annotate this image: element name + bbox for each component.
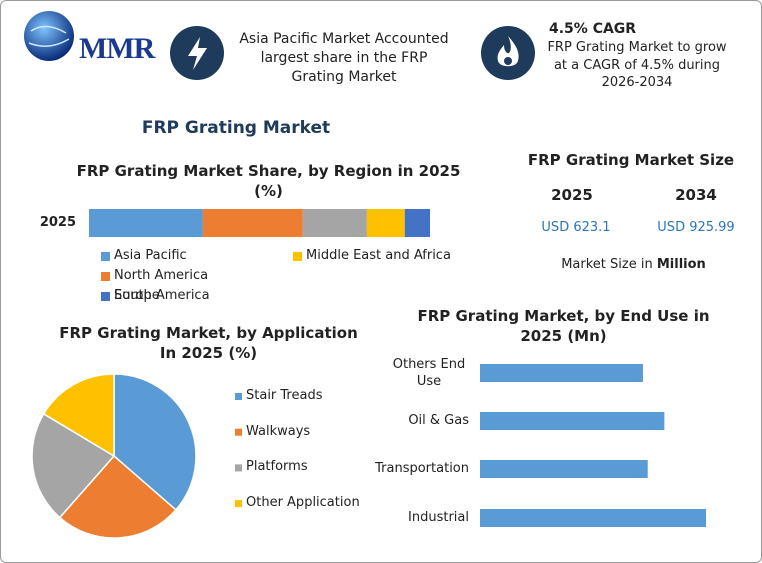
logo-globe: [24, 11, 74, 61]
legend-label: Europe: [114, 288, 160, 303]
pie-slice: [42, 373, 115, 458]
logo-lines: [28, 25, 70, 47]
legend-label: North America: [114, 268, 209, 283]
chart-title: FRP Grating Market Share, by Region in 2…: [76, 162, 461, 201]
bar-segment: [366, 209, 405, 237]
legend-label: South America: [114, 288, 210, 303]
bar-segment: [302, 209, 367, 237]
size-year: 2025: [551, 186, 593, 204]
main-title: FRP Grating Market: [141, 118, 331, 138]
chart-title: FRP Grating Market, by End Use in 2025 (…: [417, 307, 710, 346]
category-label: 2025: [39, 215, 76, 230]
bar: [480, 364, 643, 382]
category-label: Oil & Gas: [408, 413, 469, 428]
icon-flame-core: [504, 57, 512, 65]
size-year: 2034: [675, 186, 717, 204]
legend-swatch: [101, 272, 110, 281]
pie-slice: [31, 412, 116, 519]
size-title: FRP Grating Market Size: [527, 151, 735, 169]
icon-flame: [497, 36, 519, 67]
legend-swatch: [293, 252, 302, 261]
bar: [480, 460, 648, 478]
legend-swatch: [101, 292, 110, 301]
legend-swatch: [235, 393, 242, 400]
icon-bolt: [188, 37, 207, 70]
bar-segment: [202, 209, 303, 237]
bar-segment: [404, 209, 430, 237]
category-label: Others End Use: [392, 356, 466, 390]
pie-slice: [113, 373, 197, 511]
size-note-unit: Million: [656, 257, 706, 272]
size-value: USD 623.1: [541, 220, 611, 235]
icon-flame-bg: [481, 26, 535, 80]
size-note: Market Size in Million: [521, 256, 746, 274]
legend-swatch: [235, 500, 242, 508]
category-label: Industrial: [408, 510, 469, 525]
pie-slice: [58, 454, 177, 539]
legend-label: Walkways: [246, 423, 311, 439]
legend-label: Asia Pacific: [114, 248, 187, 263]
logo-text: MMR: [79, 32, 155, 65]
bar: [480, 509, 706, 527]
legend-label: Stair Treads: [246, 388, 323, 403]
bar-segment: [89, 209, 203, 237]
cagr-title: 4.5% CAGR: [549, 21, 637, 37]
legend-swatch: [101, 252, 110, 261]
bar: [480, 412, 665, 430]
cagr-text: FRP Grating Market to grow at a CAGR of …: [547, 40, 727, 91]
category-label: Transportation: [375, 461, 469, 476]
highlight-text: Asia Pacific Market Accounted largest sh…: [239, 31, 449, 85]
legend-label: Other Application: [246, 495, 360, 511]
legend-swatch: [235, 464, 242, 472]
legend-label: Platforms: [246, 459, 308, 475]
chart-title: FRP Grating Market, by Application In 20…: [59, 324, 358, 363]
size-value: USD 925.99: [657, 220, 735, 235]
legend-swatch: [235, 428, 242, 436]
legend-label: Middle East and Africa: [306, 248, 451, 263]
size-note-text: Market Size in: [561, 257, 653, 272]
